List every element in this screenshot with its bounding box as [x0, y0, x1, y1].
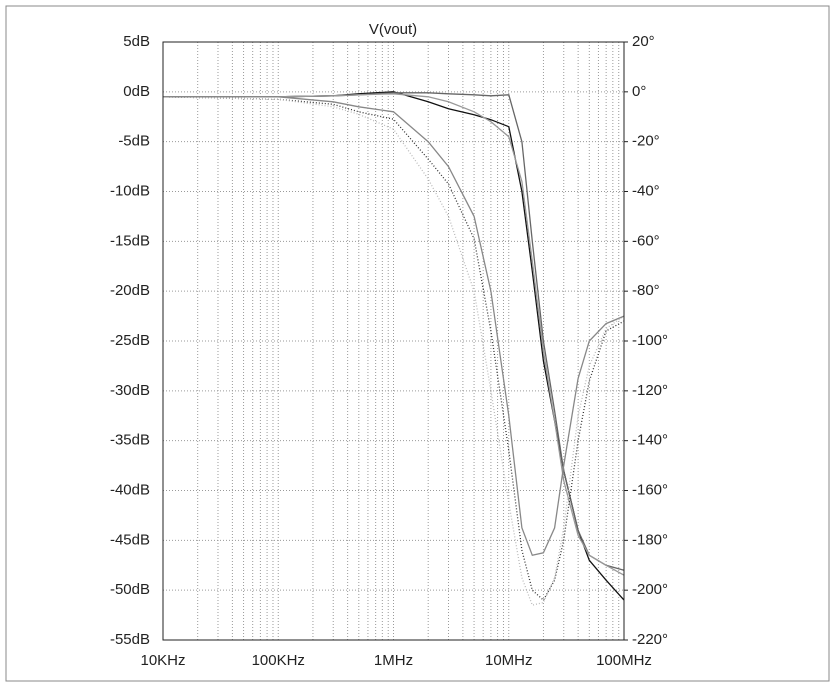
y2-tick-label: -40° [632, 182, 660, 199]
y-tick-label: 5dB [123, 33, 150, 50]
series-line [163, 96, 625, 557]
y2-tick-label: -100° [632, 332, 668, 349]
y-tick-label: -45dB [110, 531, 150, 548]
y2-tick-label: -60° [632, 232, 660, 249]
y2-tick-label: -200° [632, 581, 668, 598]
y-tick-label: -55dB [110, 631, 150, 648]
chart-title: V(vout) [369, 21, 417, 38]
y2-tick-label: -220° [632, 631, 668, 648]
y2-tick-label: -80° [632, 282, 660, 299]
y2-tick-label: -160° [632, 481, 668, 498]
plot-border [162, 41, 625, 641]
y-tick-label: -20dB [110, 282, 150, 299]
y-tick-label: -15dB [110, 232, 150, 249]
frame [5, 5, 830, 682]
series-line [163, 93, 625, 576]
y2-tick-label: -20° [632, 133, 660, 150]
series-line [162, 96, 625, 606]
y2-tick-label: -140° [632, 432, 668, 449]
y2-tick-label: -120° [632, 382, 668, 399]
x-tick-label: 10MHz [485, 652, 533, 669]
y2-tick-label: -180° [632, 531, 668, 548]
y-tick-label: -50dB [110, 581, 150, 598]
y-tick-label: -10dB [110, 182, 150, 199]
y-tick-label: -5dB [118, 133, 150, 150]
x-tick-label: 100MHz [596, 652, 652, 669]
y-tick-label: -25dB [110, 332, 150, 349]
x-tick-label: 1MHz [374, 652, 413, 669]
y-tick-label: 0dB [123, 83, 150, 100]
y-tick-label: -40dB [110, 481, 150, 498]
y2-tick-label: 0° [632, 83, 646, 100]
y-tick-label: -35dB [110, 432, 150, 449]
y2-tick-label: 20° [632, 33, 655, 50]
x-tick-label: 100KHz [252, 652, 305, 669]
y-tick-label: -30dB [110, 382, 150, 399]
x-tick-label: 10KHz [140, 652, 185, 669]
